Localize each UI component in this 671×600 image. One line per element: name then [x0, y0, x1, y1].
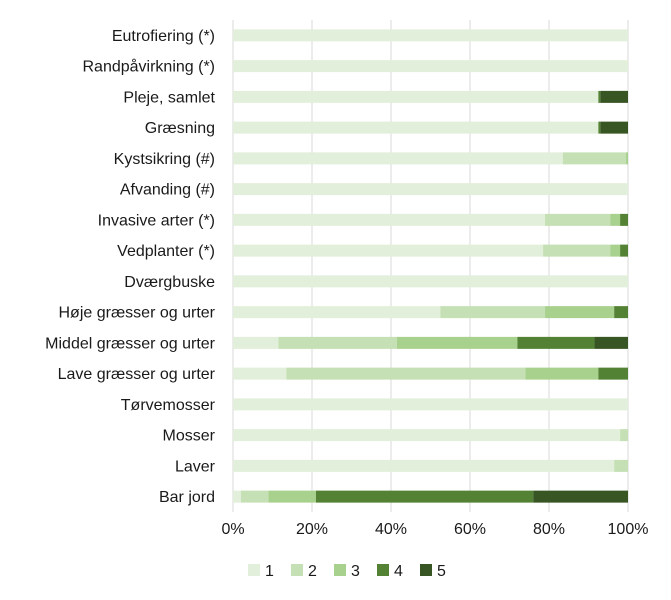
- bar-segment-series-4: [614, 306, 628, 319]
- legend-swatch: [248, 564, 260, 576]
- bar-segment-series-2: [545, 213, 611, 226]
- legend-label: 5: [437, 563, 446, 580]
- bar-segment-series-1: [233, 367, 287, 380]
- legend-label: 1: [265, 563, 274, 580]
- bar-segment-series-5: [600, 121, 628, 134]
- x-tick-label: 0%: [221, 521, 244, 538]
- bar-segment-series-1: [233, 213, 546, 226]
- bar-segment-series-5: [600, 90, 628, 103]
- bar-segment-series-1: [233, 60, 628, 73]
- category-label: Eutrofiering (*): [112, 28, 215, 45]
- bar-segment-series-1: [233, 275, 628, 288]
- bar-segment-series-2: [240, 490, 269, 503]
- x-tick-labels: 0% 20% 40% 60% 80% 100%: [221, 521, 648, 538]
- category-label: Græsning: [145, 120, 215, 137]
- category-label: Mosser: [163, 428, 216, 445]
- bars: [233, 29, 628, 503]
- legend-swatch: [334, 564, 346, 576]
- bar-segment-series-3: [525, 367, 599, 380]
- bar-segment-series-1: [233, 121, 599, 134]
- x-tick-label: 60%: [454, 521, 486, 538]
- bar-segment-series-4: [598, 121, 601, 134]
- legend-label: 4: [394, 563, 403, 580]
- bar-segment-series-3: [268, 490, 316, 503]
- category-label: Kystsikring (#): [114, 151, 215, 168]
- bar-segment-series-1: [233, 398, 628, 411]
- x-tick-label: 80%: [533, 521, 565, 538]
- legend: 1 2 3 4 5: [248, 563, 446, 580]
- bar-segment-series-5: [533, 490, 628, 503]
- bar-segment-series-3: [396, 336, 518, 349]
- bar-segment-series-1: [233, 244, 544, 257]
- legend-swatch: [377, 564, 389, 576]
- category-label: Lave græsser og urter: [58, 366, 216, 383]
- category-labels: Eutrofiering (*) Randpåvirkning (*) Pleje,…: [45, 28, 216, 506]
- bar-segment-series-3: [545, 306, 615, 319]
- bar-segment-series-1: [233, 306, 441, 319]
- bar-segment-series-4: [315, 490, 534, 503]
- bar-segment-series-1: [233, 183, 628, 196]
- x-tick-label: 100%: [608, 521, 649, 538]
- legend-swatch: [291, 564, 303, 576]
- bar-segment-series-2: [286, 367, 526, 380]
- bar-segment-series-1: [233, 90, 599, 103]
- bar-segment-series-5: [594, 336, 628, 349]
- bar-segment-series-4: [598, 90, 601, 103]
- bar-segment-series-1: [233, 336, 279, 349]
- category-label: Randpåvirkning (*): [82, 58, 215, 76]
- x-tick-label: 20%: [296, 521, 328, 538]
- bar-segment-series-2: [278, 336, 397, 349]
- category-label: Afvanding (#): [120, 182, 215, 199]
- category-label: Vedplanter (*): [117, 243, 215, 260]
- bar-segment-series-2: [440, 306, 546, 319]
- legend-swatch: [420, 564, 432, 576]
- bar-segment-series-4: [620, 213, 628, 226]
- bar-segment-series-2: [620, 429, 628, 442]
- legend-label: 3: [351, 563, 360, 580]
- bar-segment-series-3: [626, 152, 628, 165]
- legend-label: 2: [308, 563, 317, 580]
- bar-segment-series-2: [614, 459, 628, 472]
- bar-segment-series-1: [233, 29, 628, 42]
- x-tick-label: 40%: [375, 521, 407, 538]
- category-label: Middel græsser og urter: [45, 335, 216, 352]
- bar-segment-series-1: [233, 459, 615, 472]
- category-label: Tørvemosser: [121, 397, 216, 414]
- bar-segment-series-2: [543, 244, 611, 257]
- bar-segment-series-4: [517, 336, 595, 349]
- bar-segment-series-1: [233, 152, 563, 165]
- bar-segment-series-1: [233, 429, 621, 442]
- bar-segment-series-4: [620, 244, 628, 257]
- category-label: Laver: [175, 458, 216, 475]
- category-label: Pleje, samlet: [123, 89, 215, 106]
- bar-segment-series-3: [610, 213, 621, 226]
- bar-segment-series-2: [562, 152, 627, 165]
- category-label: Høje græsser og urter: [59, 305, 216, 322]
- bar-segment-series-4: [598, 367, 628, 380]
- bar-segment-series-3: [610, 244, 621, 257]
- category-label: Dværgbuske: [124, 274, 215, 291]
- bar-segment-series-1: [233, 490, 241, 503]
- category-label: Invasive arter (*): [98, 212, 215, 229]
- category-label: Bar jord: [159, 489, 215, 506]
